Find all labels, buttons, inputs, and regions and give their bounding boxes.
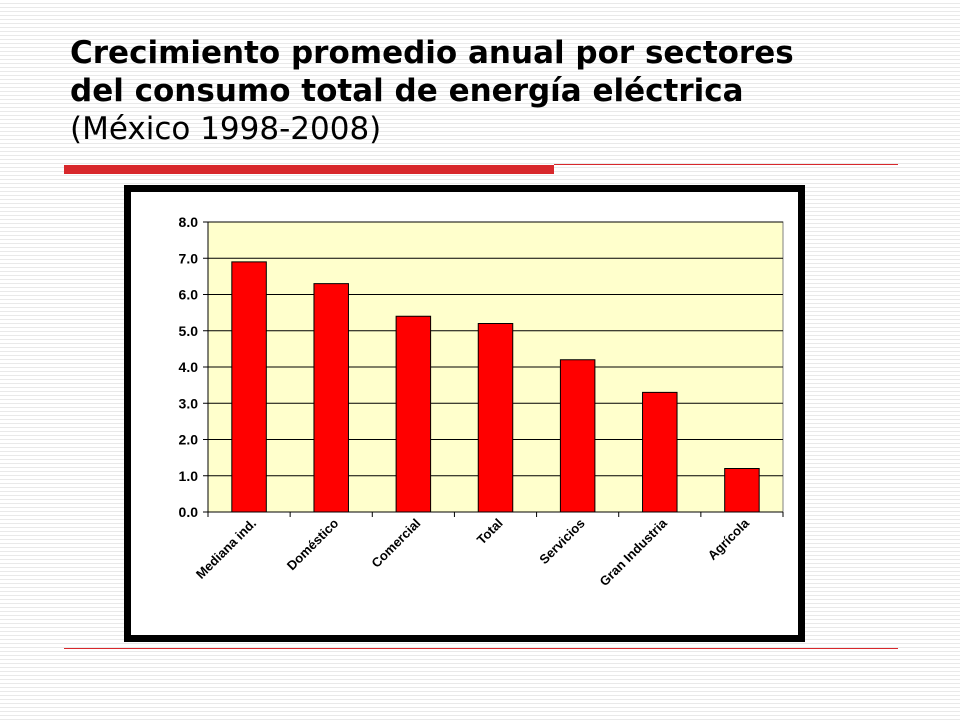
x-tick-label: Agrícola <box>705 515 753 563</box>
bar-chart: 0.0 1.0 2.0 3.0 4.0 5.0 6.0 7.0 8.0 Mediana ind. D… <box>179 214 784 589</box>
y-tick-label: 8.0 <box>179 214 199 230</box>
y-tick-label: 6.0 <box>179 287 199 303</box>
bar-6 <box>724 468 760 513</box>
title-line-3: (México 1998-2008) <box>70 111 382 147</box>
bar-2 <box>395 315 432 513</box>
y-tick-label: 3.0 <box>179 395 199 411</box>
bar-5 <box>642 391 678 513</box>
bar-0 <box>231 261 267 513</box>
y-tick-label: 7.0 <box>179 250 199 266</box>
bar-1 <box>313 283 349 513</box>
y-tick-label: 1.0 <box>179 468 199 484</box>
chart-area: 0.0 1.0 2.0 3.0 4.0 5.0 6.0 7.0 8.0 Mediana ind. D… <box>131 192 798 635</box>
title-line-1: Crecimiento promedio anual por sectores <box>70 35 794 71</box>
x-tick-label: Servicios <box>536 516 587 567</box>
y-tick-label: 0.0 <box>179 504 199 520</box>
y-tick-label: 5.0 <box>179 323 199 339</box>
y-tick-label: 4.0 <box>179 359 199 375</box>
divider-top <box>554 164 898 165</box>
x-tick-label: Total <box>474 516 506 548</box>
slide-title: Crecimiento promedio anual por sectores … <box>70 34 930 148</box>
divider-bottom <box>64 648 898 649</box>
x-tick-label: Comercial <box>368 516 423 571</box>
x-tick-label: Doméstico <box>284 515 342 573</box>
title-line-2: del consumo total de energía eléctrica <box>70 73 744 109</box>
accent-bar <box>64 165 554 174</box>
y-tick-label: 2.0 <box>179 432 199 448</box>
x-tick-label: Mediana ind. <box>193 516 259 582</box>
bar-3 <box>477 323 514 513</box>
bar-4 <box>559 359 596 513</box>
chart-frame: 0.0 1.0 2.0 3.0 4.0 5.0 6.0 7.0 8.0 Mediana ind. D… <box>124 185 805 642</box>
x-tick-label: Gran Industria <box>596 515 670 589</box>
